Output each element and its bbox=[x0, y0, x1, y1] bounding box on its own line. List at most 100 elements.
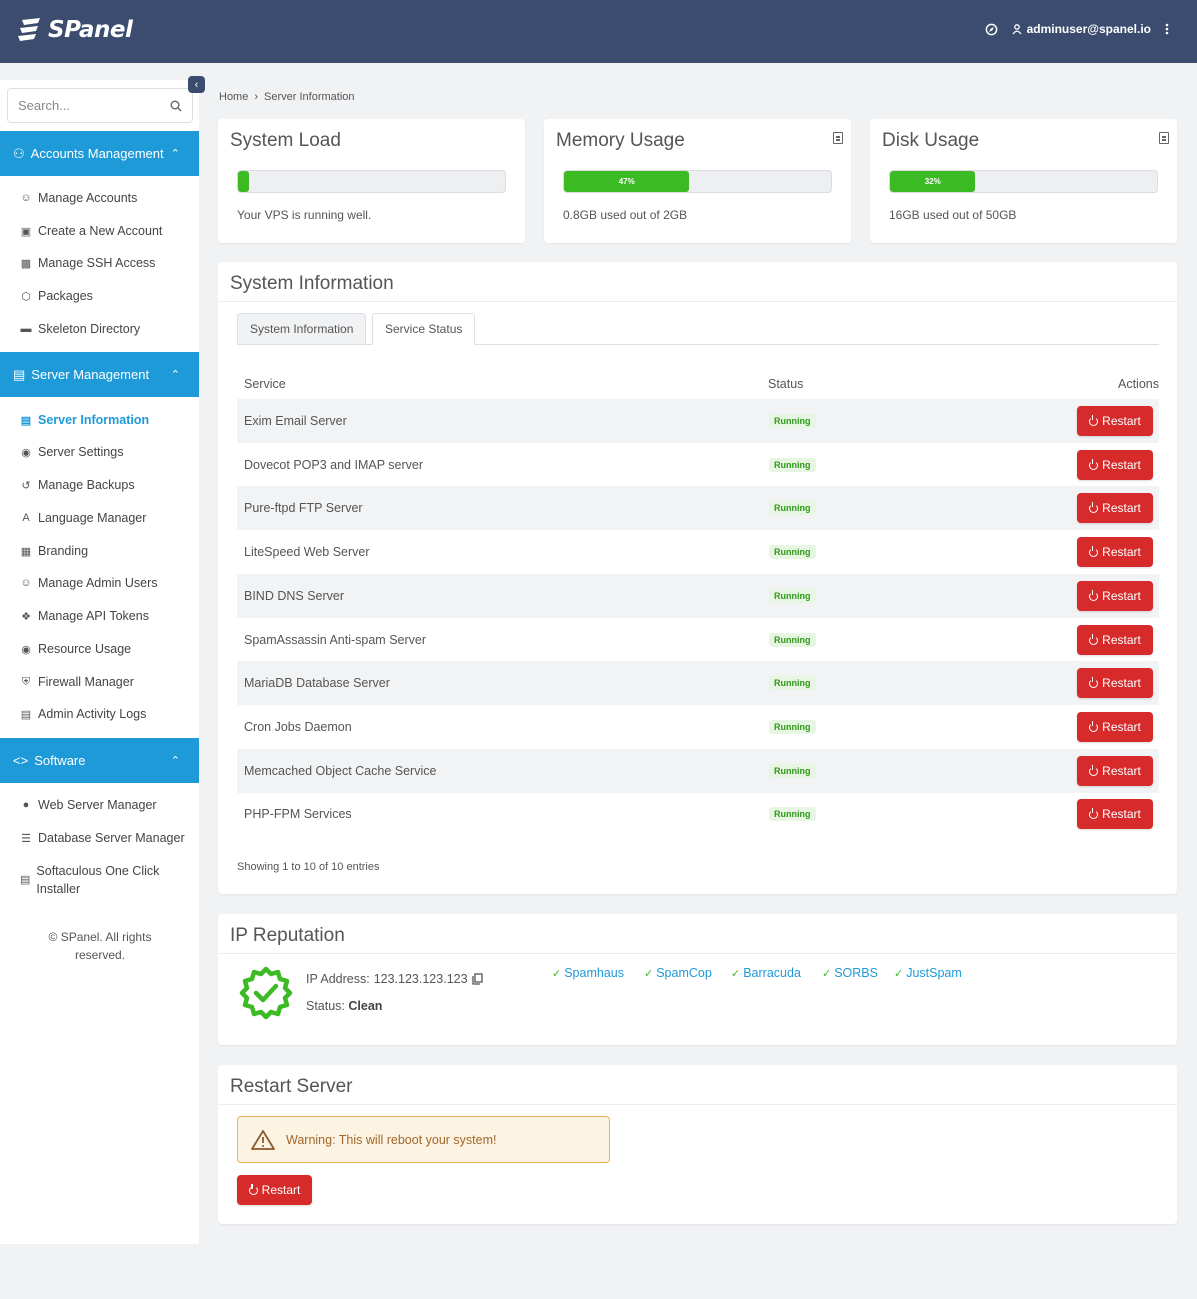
sidebar-item-server-settings[interactable]: ◉ Server Settings bbox=[20, 445, 123, 459]
ip-label: IP Address: bbox=[306, 972, 370, 986]
copy-icon[interactable] bbox=[471, 973, 483, 985]
sidebar-item-database-server-manager[interactable]: ☰ Database Server Manager bbox=[20, 831, 185, 845]
service-name: LiteSpeed Web Server bbox=[244, 545, 370, 559]
sidebar-item-packages[interactable]: ⬡ Packages bbox=[20, 289, 93, 303]
card-title: Restart Server bbox=[230, 1076, 353, 1097]
status-badge: Running bbox=[769, 633, 816, 647]
status-badge: Running bbox=[769, 545, 816, 559]
tab-service-status[interactable]: Service Status bbox=[372, 313, 476, 345]
card-title: System Information bbox=[230, 273, 394, 294]
card-title: Disk Usage bbox=[882, 130, 980, 151]
power-icon bbox=[1089, 633, 1099, 645]
tabs-baseline bbox=[237, 344, 1159, 345]
sidebar-item-softaculous[interactable]: ▤ Softaculous One Click Installer bbox=[20, 862, 170, 898]
search-input[interactable] bbox=[18, 98, 148, 113]
api-icon: ❖ bbox=[21, 610, 31, 623]
restart-button[interactable]: Restart bbox=[1077, 581, 1153, 611]
blacklist-justspam[interactable]: ✓ JustSpam bbox=[894, 966, 962, 980]
sidebar-item-label: Language Manager bbox=[38, 511, 147, 525]
restart-server-button[interactable]: Restart bbox=[237, 1175, 312, 1205]
sidebar-item-admin-activity-logs[interactable]: ▤ Admin Activity Logs bbox=[20, 707, 147, 721]
sidebar-item-label: Manage Admin Users bbox=[38, 576, 158, 590]
sidebar-item-manage-admin-users[interactable]: ☺ Manage Admin Users bbox=[20, 576, 158, 590]
sidebar-item-api-tokens[interactable]: ❖ Manage API Tokens bbox=[20, 609, 149, 623]
chevron-left-icon: ‹ bbox=[194, 78, 199, 91]
table-header: Service Status Actions bbox=[237, 372, 1159, 399]
service-name: SpamAssassin Anti-spam Server bbox=[244, 633, 427, 647]
restart-button[interactable]: Restart bbox=[1077, 450, 1153, 480]
server-icon: ▤ bbox=[13, 366, 26, 382]
sidebar-item-manage-accounts[interactable]: ☺ Manage Accounts bbox=[20, 191, 137, 205]
package-icon: ⬡ bbox=[21, 290, 31, 303]
sidebar-item-label: Firewall Manager bbox=[38, 675, 134, 689]
blacklist-barracuda[interactable]: ✓ Barracuda bbox=[731, 966, 801, 980]
status-badge: Running bbox=[769, 589, 816, 603]
table-row: SpamAssassin Anti-spam Server Running Re… bbox=[237, 618, 1159, 662]
restart-button[interactable]: Restart bbox=[1077, 625, 1153, 655]
blacklist-label: JustSpam bbox=[906, 966, 962, 980]
sidebar-item-label: Admin Activity Logs bbox=[38, 707, 147, 721]
power-icon bbox=[1089, 501, 1099, 513]
power-icon bbox=[248, 1183, 258, 1195]
column-status[interactable]: Status bbox=[768, 377, 804, 391]
section-title: Accounts Management bbox=[30, 146, 164, 161]
logo-icon bbox=[18, 18, 40, 41]
sidebar-item-branding[interactable]: ▦ Branding bbox=[20, 544, 88, 558]
breadcrumb-home[interactable]: Home bbox=[219, 91, 249, 103]
blacklist-sorbs[interactable]: ✓ SORBS bbox=[822, 966, 878, 980]
system-load-text: Your VPS is running well. bbox=[237, 208, 372, 222]
sidebar-item-language-manager[interactable]: A Language Manager bbox=[20, 511, 146, 525]
blacklist-spamhaus[interactable]: ✓ Spamhaus bbox=[552, 966, 624, 980]
restart-button[interactable]: Restart bbox=[1077, 756, 1153, 786]
card-title: System Load bbox=[230, 130, 341, 151]
document-icon[interactable] bbox=[1159, 132, 1169, 144]
blacklist-label: SpamCop bbox=[656, 966, 712, 980]
sidebar-item-skeleton-directory[interactable]: ▬ Skeleton Directory bbox=[20, 322, 141, 336]
blacklist-spamcop[interactable]: ✓ SpamCop bbox=[644, 966, 712, 980]
restart-button[interactable]: Restart bbox=[1077, 406, 1153, 436]
restart-button[interactable]: Restart bbox=[1077, 537, 1153, 567]
section-server-management[interactable]: ▤ Server Management ⌃ bbox=[0, 352, 199, 397]
user-menu[interactable]: adminuser@spanel.io bbox=[1012, 22, 1151, 36]
sidebar-item-server-information[interactable]: ▤ Server Information bbox=[20, 413, 149, 427]
restart-button[interactable]: Restart bbox=[1077, 799, 1153, 829]
status-label: Status: bbox=[306, 999, 345, 1013]
sidebar-item-create-account[interactable]: ▣ Create a New Account bbox=[20, 224, 163, 238]
button-label: Restart bbox=[1102, 633, 1141, 647]
sidebar-item-resource-usage[interactable]: ◉ Resource Usage bbox=[20, 642, 131, 656]
warning-alert: Warning: This will reboot your system! bbox=[237, 1116, 610, 1163]
sidebar-search[interactable] bbox=[7, 88, 193, 123]
divider bbox=[218, 1104, 1177, 1105]
sidebar-item-web-server-manager[interactable]: ● Web Server Manager bbox=[20, 798, 157, 812]
ip-status-line: Status: Clean bbox=[306, 999, 382, 1013]
disk-usage-bar: 32% bbox=[889, 170, 1158, 193]
admin-user-icon: ☺ bbox=[20, 577, 32, 589]
sidebar-item-manage-backups[interactable]: ↺ Manage Backups bbox=[20, 478, 135, 492]
search-icon[interactable] bbox=[170, 100, 182, 112]
restart-button[interactable]: Restart bbox=[1077, 493, 1153, 523]
table-row: BIND DNS Server Running Restart bbox=[237, 574, 1159, 618]
more-vertical-icon[interactable] bbox=[1165, 23, 1169, 35]
service-name: MariaDB Database Server bbox=[244, 676, 390, 690]
column-service[interactable]: Service bbox=[244, 377, 286, 391]
sidebar-item-label: Manage Backups bbox=[38, 478, 135, 492]
spanel-logo[interactable]: SPanel bbox=[18, 16, 133, 44]
service-name: PHP-FPM Services bbox=[244, 807, 352, 821]
status-badge: Running bbox=[769, 764, 816, 778]
sidebar-item-firewall-manager[interactable]: ⛨ Firewall Manager bbox=[20, 675, 134, 689]
warning-icon bbox=[251, 1129, 275, 1150]
restart-button[interactable]: Restart bbox=[1077, 668, 1153, 698]
table-row: Memcached Object Cache Service Running R… bbox=[237, 749, 1159, 793]
shield-icon: ⛨ bbox=[21, 675, 31, 688]
tab-system-information[interactable]: System Information bbox=[237, 313, 367, 345]
sidebar-item-ssh-access[interactable]: ▩ Manage SSH Access bbox=[20, 256, 156, 270]
section-software[interactable]: <> Software ⌃ bbox=[0, 738, 199, 783]
compass-icon[interactable] bbox=[985, 23, 998, 36]
collapse-sidebar-button[interactable]: ‹ bbox=[188, 76, 205, 93]
section-accounts-management[interactable]: ⚇ Accounts Management ⌃ bbox=[0, 131, 199, 176]
restart-button[interactable]: Restart bbox=[1077, 712, 1153, 742]
breadcrumb-current: Server Information bbox=[264, 91, 355, 103]
document-icon[interactable] bbox=[833, 132, 843, 144]
power-icon bbox=[1089, 764, 1099, 776]
globe-icon: ● bbox=[22, 799, 30, 811]
